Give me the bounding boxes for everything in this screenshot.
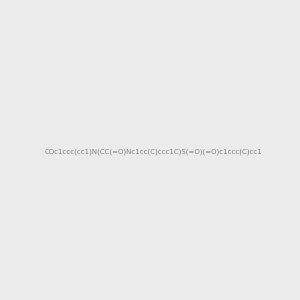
Text: COc1ccc(cc1)N(CC(=O)Nc1cc(C)ccc1C)S(=O)(=O)c1ccc(C)cc1: COc1ccc(cc1)N(CC(=O)Nc1cc(C)ccc1C)S(=O)(…: [45, 148, 262, 155]
